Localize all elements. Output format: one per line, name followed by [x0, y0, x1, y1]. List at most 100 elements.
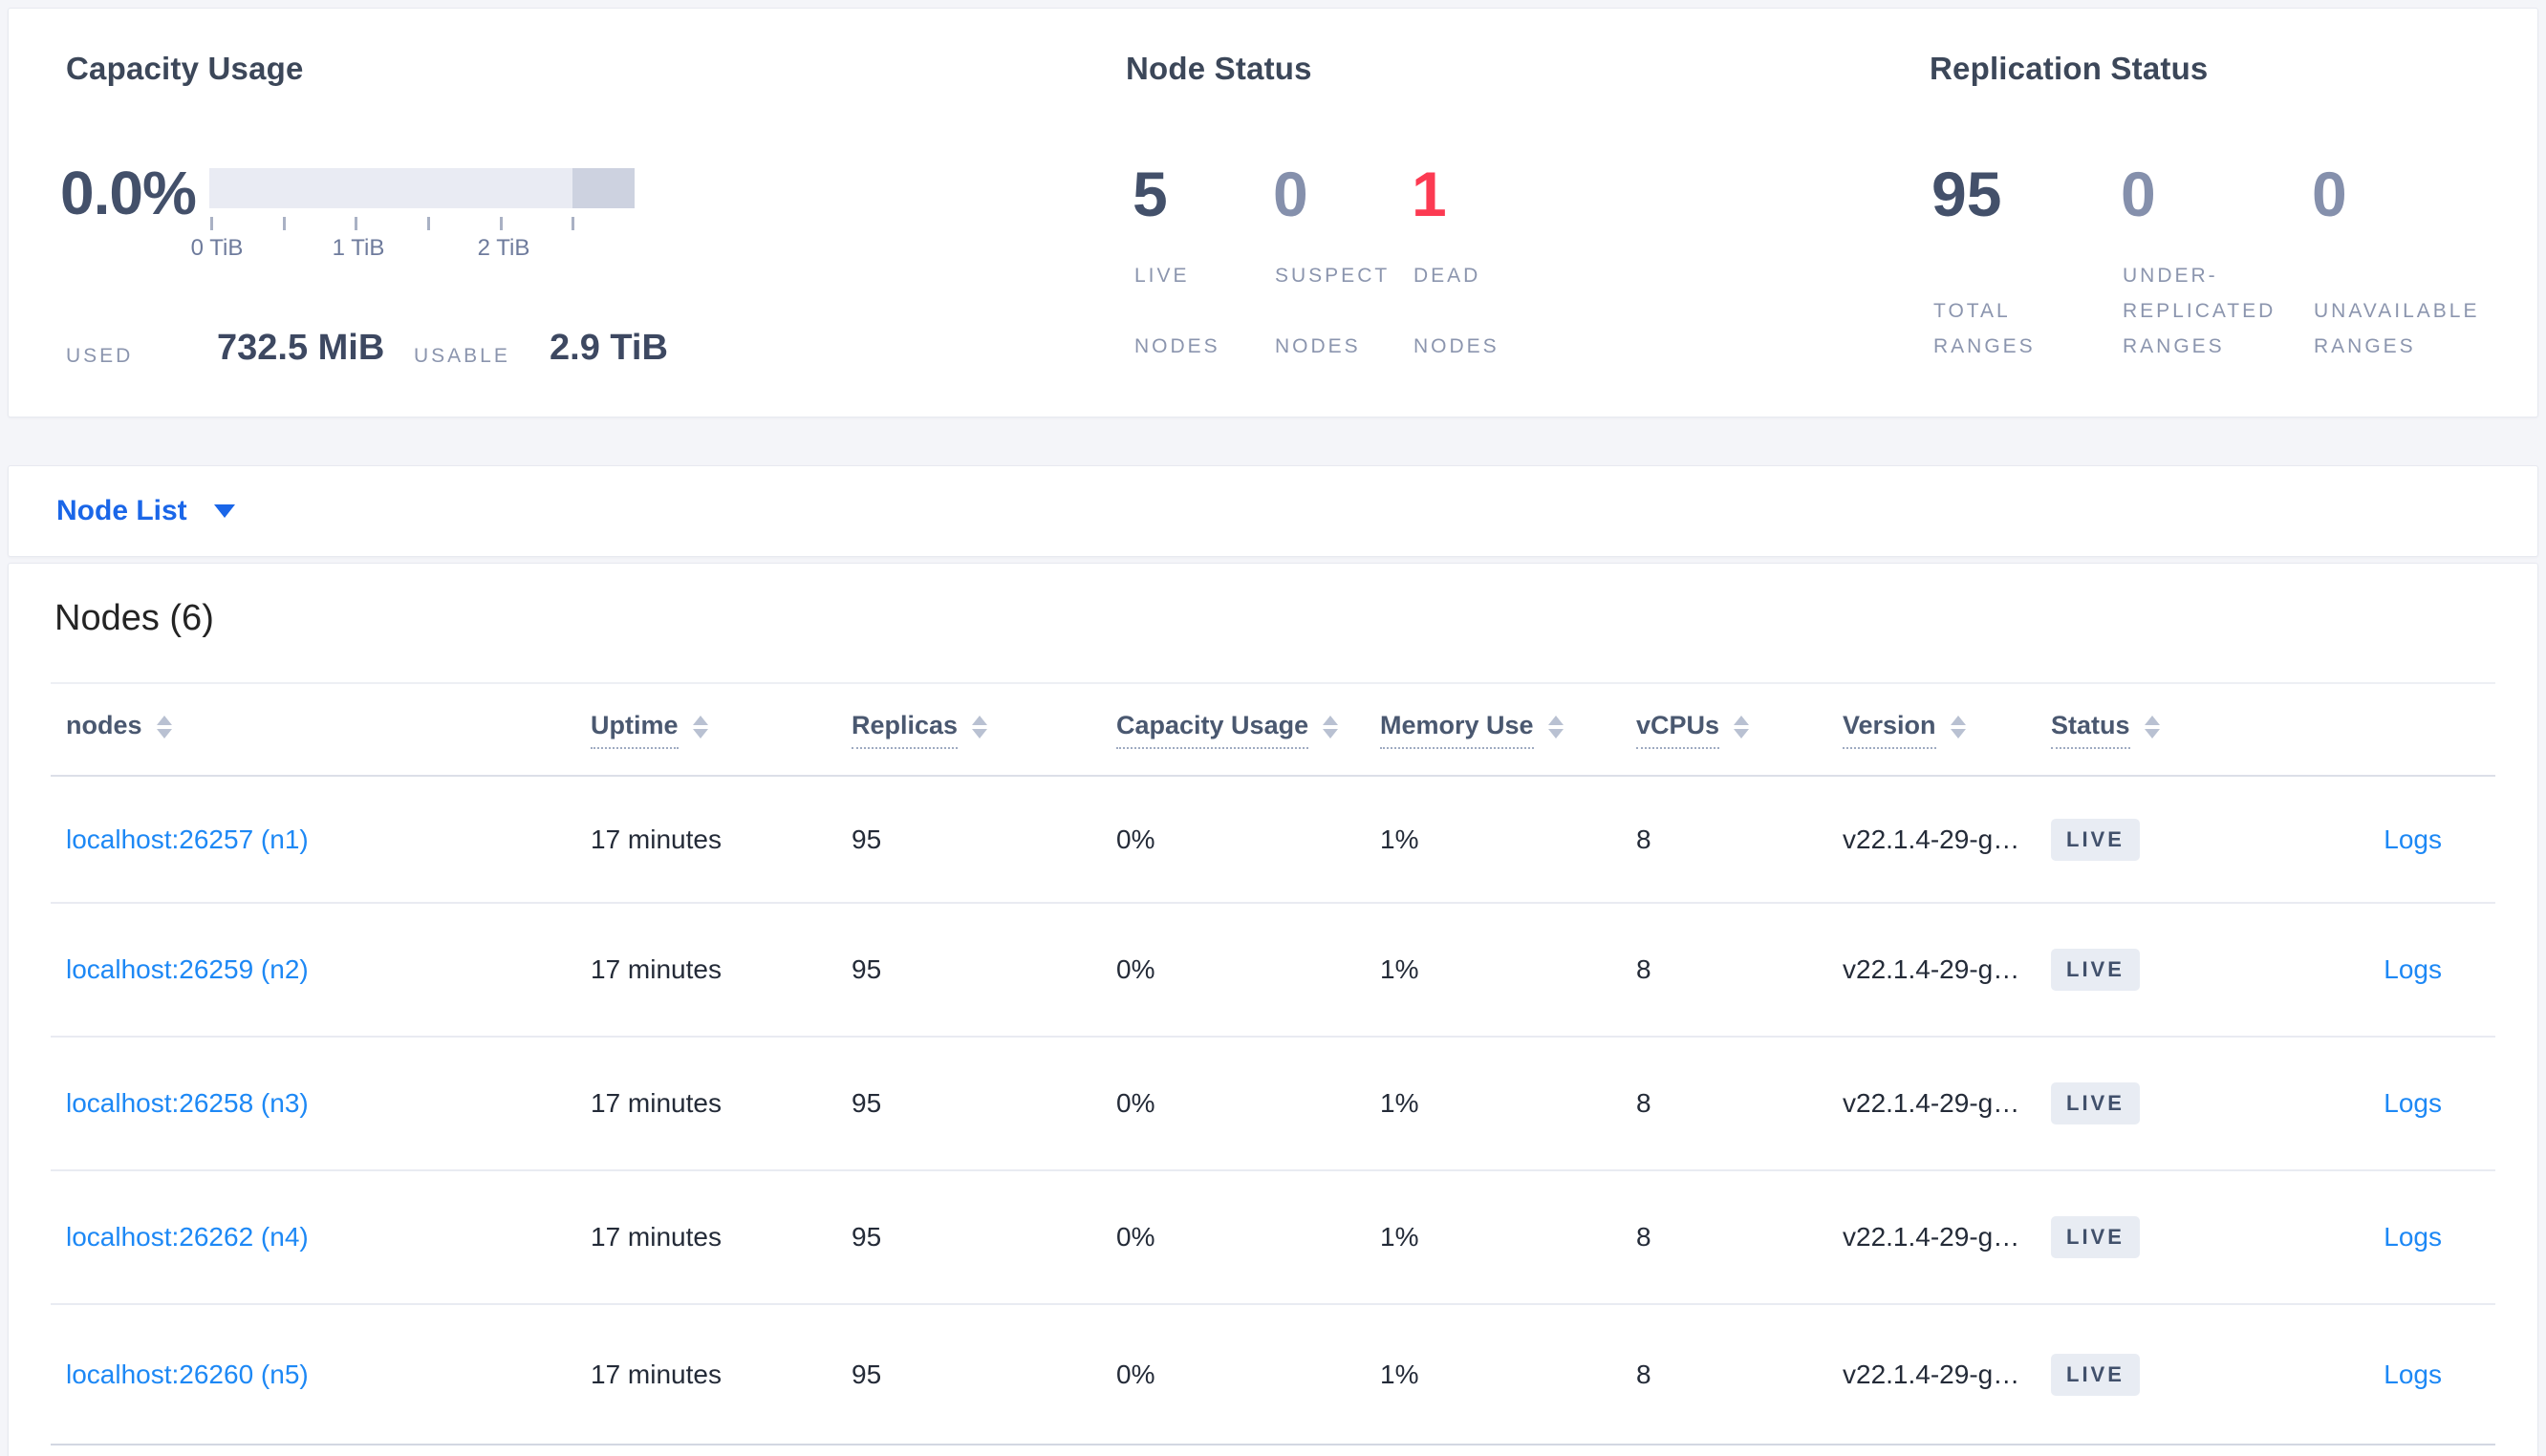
capacity-used-percent: 0.0%	[60, 159, 197, 227]
capacity-bar	[209, 168, 635, 208]
memory-use-cell: 1%	[1380, 1222, 1419, 1252]
column-header-uptime[interactable]: Uptime	[591, 711, 852, 749]
live-nodes-label: LIVE NODES	[1134, 265, 1220, 357]
column-header-nodes[interactable]: nodes	[51, 711, 591, 749]
cluster-summary-card: Capacity Usage 0.0% 0 TiB 1 TiB 2 TiB US…	[8, 8, 2538, 418]
capacity-usage-cell: 0%	[1116, 954, 1155, 984]
sort-icon[interactable]	[156, 715, 172, 739]
capacity-usage-bar-chart: 0 TiB 1 TiB 2 TiB	[191, 168, 635, 273]
dead-nodes-count: 1	[1412, 159, 1447, 229]
suspect-nodes-count: 0	[1273, 159, 1308, 229]
dead-nodes-label: DEAD NODES	[1413, 265, 1500, 357]
replicas-cell: 95	[852, 824, 882, 854]
dead-nodes-stat: 1 DEAD NODES	[1412, 160, 1545, 379]
node-link[interactable]: localhost:26259 (n2)	[66, 954, 309, 984]
nodes-table-title: Nodes (6)	[54, 598, 214, 638]
suspect-nodes-stat: 0 SUSPECT NODES	[1273, 160, 1412, 379]
uptime-cell: 17 minutes	[591, 1088, 722, 1118]
vcpus-cell: 8	[1636, 954, 1651, 984]
table-row: localhost:26258 (n3) 17 minutes 95 0% 1%…	[51, 1038, 2495, 1171]
axis-tick-label: 1 TiB	[332, 235, 385, 261]
node-link[interactable]: localhost:26262 (n4)	[66, 1222, 309, 1252]
axis-tick	[427, 217, 430, 230]
logs-link[interactable]: Logs	[2384, 954, 2442, 984]
memory-use-cell: 1%	[1380, 954, 1419, 984]
version-cell: v22.1.4-29-g…	[1843, 1222, 2020, 1252]
memory-use-cell: 1%	[1380, 1359, 1419, 1389]
version-cell: v22.1.4-29-g…	[1843, 1088, 2020, 1118]
sort-icon[interactable]	[2144, 715, 2160, 739]
axis-tick	[283, 217, 286, 230]
node-list-dropdown-label: Node List	[56, 495, 187, 526]
sort-icon[interactable]	[1950, 715, 1966, 739]
axis-tick-label: 0 TiB	[190, 235, 244, 261]
column-header-status[interactable]: Status	[2051, 711, 2299, 749]
capacity-usage-cell: 0%	[1116, 824, 1155, 854]
version-cell: v22.1.4-29-g…	[1843, 1359, 2020, 1389]
axis-tick	[355, 217, 357, 230]
uptime-cell: 17 minutes	[591, 824, 722, 854]
vcpus-cell: 8	[1636, 1359, 1651, 1389]
node-list-dropdown[interactable]: Node List	[56, 466, 235, 556]
unavailable-ranges-stat: 0 UNAVAILABLE RANGES	[2312, 160, 2503, 379]
status-badge: LIVE	[2051, 818, 2140, 861]
sort-icon[interactable]	[1734, 715, 1750, 739]
logs-link[interactable]: Logs	[2384, 1359, 2442, 1389]
replicas-cell: 95	[852, 1359, 882, 1389]
column-header-replicas[interactable]: Replicas	[852, 711, 1116, 749]
table-row: localhost:26260 (n5) 17 minutes 95 0% 1%…	[51, 1305, 2495, 1445]
sort-icon[interactable]	[1547, 715, 1564, 739]
node-link[interactable]: localhost:26258 (n3)	[66, 1088, 309, 1118]
under-replicated-ranges-label: UNDER-REPLICATED RANGES	[2123, 265, 2276, 357]
logs-link[interactable]: Logs	[2384, 1088, 2442, 1118]
replicas-cell: 95	[852, 1088, 882, 1118]
status-badge: LIVE	[2051, 949, 2140, 991]
sort-icon[interactable]	[692, 715, 708, 739]
node-status-title: Node Status	[1126, 51, 1312, 86]
axis-tick	[210, 217, 213, 230]
vcpus-cell: 8	[1636, 1222, 1651, 1252]
column-header-memory-use[interactable]: Memory Use	[1380, 711, 1636, 749]
uptime-cell: 17 minutes	[591, 954, 722, 984]
axis-tick	[500, 217, 503, 230]
sort-icon[interactable]	[1323, 715, 1339, 739]
sort-icon[interactable]	[972, 715, 988, 739]
under-replicated-ranges-stat: 0 UNDER-REPLICATED RANGES	[2121, 160, 2312, 379]
column-header-vcpus[interactable]: vCPUs	[1636, 711, 1843, 749]
version-cell: v22.1.4-29-g…	[1843, 824, 2020, 854]
usable-label: USABLE	[414, 345, 510, 367]
column-header-version[interactable]: Version	[1843, 711, 2051, 749]
version-cell: v22.1.4-29-g…	[1843, 954, 2020, 984]
capacity-usage-title: Capacity Usage	[66, 51, 304, 86]
capacity-usage-cell: 0%	[1116, 1359, 1155, 1389]
capacity-usage-cell: 0%	[1116, 1222, 1155, 1252]
node-list-selector-card: Node List	[8, 465, 2538, 557]
axis-tick	[572, 217, 574, 230]
status-badge: LIVE	[2051, 1353, 2140, 1396]
capacity-bar-extra-segment	[572, 168, 635, 208]
table-row: localhost:26257 (n1) 17 minutes 95 0% 1%…	[51, 777, 2495, 904]
axis-tick-label: 2 TiB	[477, 235, 530, 261]
logs-link[interactable]: Logs	[2384, 1222, 2442, 1252]
uptime-cell: 17 minutes	[591, 1222, 722, 1252]
live-nodes-count: 5	[1133, 159, 1168, 229]
column-header-capacity-usage[interactable]: Capacity Usage	[1116, 711, 1380, 749]
suspect-nodes-label: SUSPECT NODES	[1275, 265, 1391, 357]
memory-use-cell: 1%	[1380, 1088, 1419, 1118]
logs-link[interactable]: Logs	[2384, 824, 2442, 854]
capacity-usage-cell: 0%	[1116, 1088, 1155, 1118]
node-link[interactable]: localhost:26260 (n5)	[66, 1359, 309, 1389]
live-nodes-stat: 5 LIVE NODES	[1133, 160, 1266, 379]
total-ranges-stat: 95 TOTAL RANGES	[1931, 160, 2118, 379]
unavailable-ranges-count: 0	[2312, 159, 2347, 229]
nodes-table-card: Nodes (6) nodes Uptime Replicas Capacity…	[8, 563, 2538, 1456]
used-label: USED	[66, 345, 134, 367]
status-badge: LIVE	[2051, 1082, 2140, 1124]
total-ranges-count: 95	[1931, 159, 2002, 229]
table-body: localhost:26257 (n1) 17 minutes 95 0% 1%…	[51, 777, 2495, 1445]
uptime-cell: 17 minutes	[591, 1359, 722, 1389]
memory-use-cell: 1%	[1380, 824, 1419, 854]
node-link[interactable]: localhost:26257 (n1)	[66, 824, 309, 854]
capacity-bar-usable-segment	[209, 168, 572, 208]
